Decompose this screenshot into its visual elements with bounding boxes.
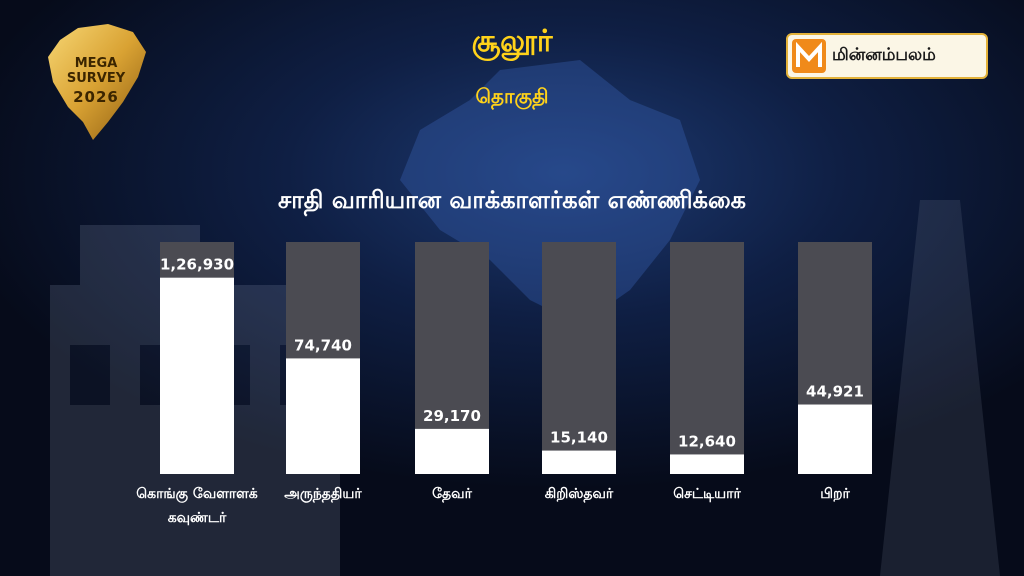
bar [415, 428, 489, 474]
page-subtitle: தொகுதி [475, 84, 549, 108]
category-label: கொங்கு வேளாளக் [136, 486, 258, 503]
category-label: தேவர் [432, 486, 472, 503]
bar [798, 404, 872, 474]
category-label: அருந்ததியர் [284, 486, 362, 503]
bar-value-label: 29,170 [423, 407, 481, 425]
category-label: பிறர் [820, 486, 850, 502]
logo-m-icon [792, 39, 826, 73]
logo-text: மின்னம்பலம் [832, 45, 936, 65]
bar-value-label: 1,26,930 [160, 256, 234, 274]
bar [542, 450, 616, 474]
bar-value-label: 74,740 [294, 336, 352, 354]
tamilnadu-map-icon [48, 24, 146, 140]
brand-logo: மின்னம்பலம் [786, 33, 988, 79]
page-title: சூலூர் [471, 24, 553, 59]
chart-title: சாதி வாரியான வாக்காளர்கள் எண்ணிக்கை [277, 186, 747, 214]
background-map-graphic [400, 60, 700, 325]
bar-value-label: 12,640 [678, 432, 736, 450]
bar-value-label: 44,921 [806, 383, 864, 401]
badge-line1: MEGA SURVEY [66, 56, 126, 86]
bar-value-label: 15,140 [550, 429, 608, 447]
category-label: செட்டியார் [673, 486, 741, 502]
bar-track [542, 242, 616, 474]
category-label: கிறிஸ்தவர் [545, 486, 614, 503]
mega-survey-badge: MEGA SURVEY 2026 [38, 22, 153, 142]
bar [160, 277, 234, 474]
bar-track [670, 242, 744, 474]
background-tower-graphic [880, 200, 1000, 576]
badge-line2: 2026 [73, 88, 119, 106]
category-label: கவுண்டர் [168, 510, 227, 526]
bar [670, 454, 744, 474]
bar [286, 358, 360, 474]
